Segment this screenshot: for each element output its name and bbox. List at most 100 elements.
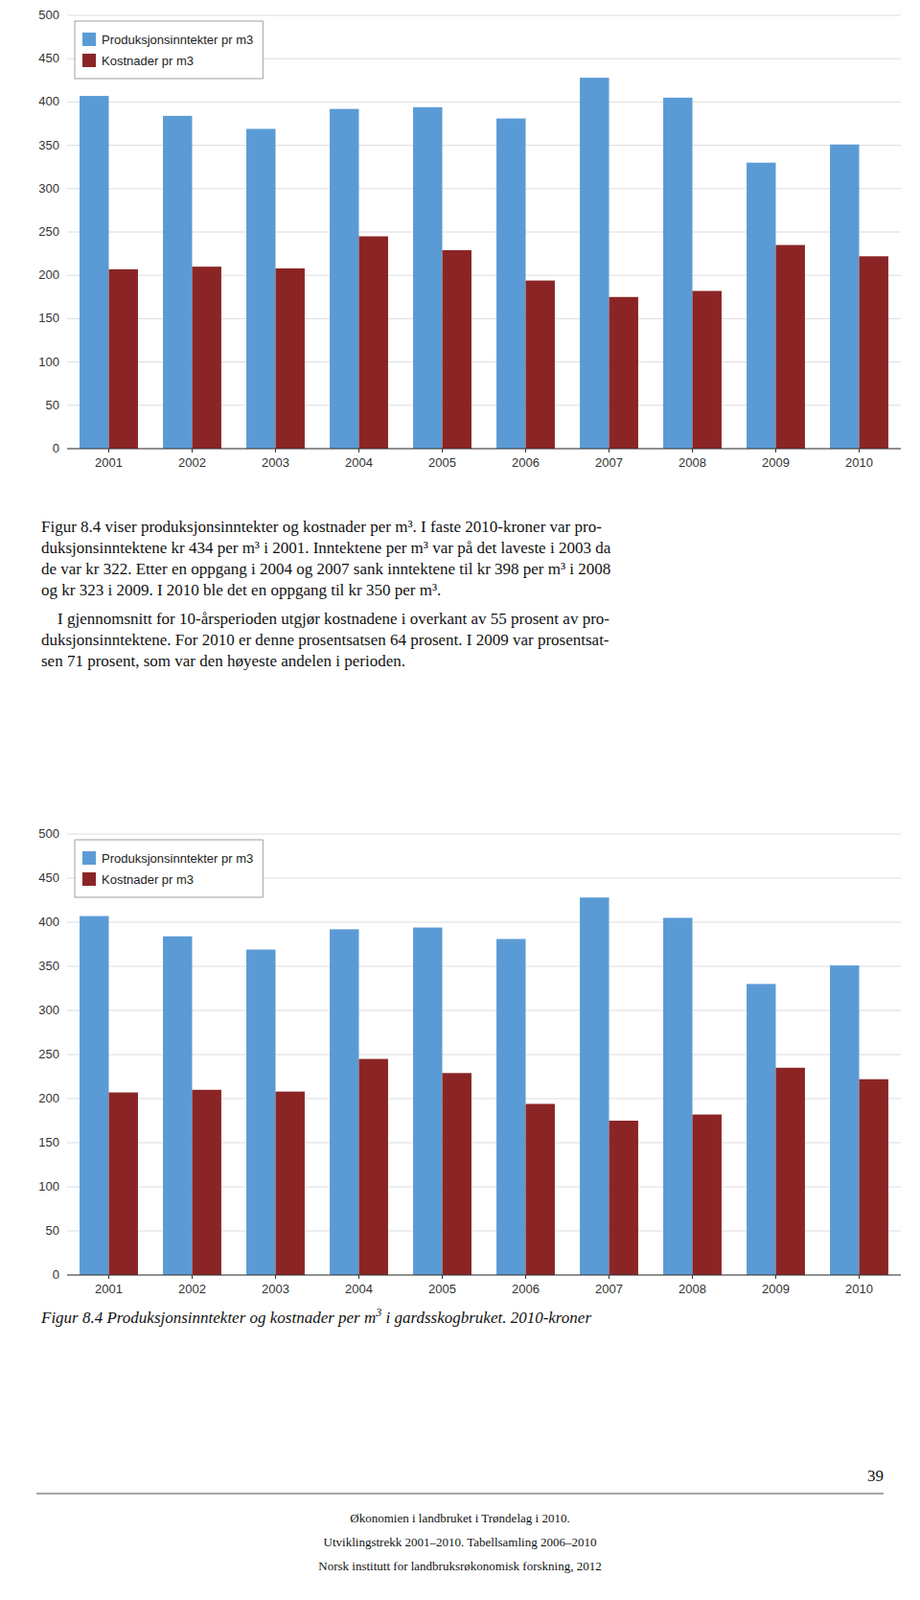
y-tick-label: 400 bbox=[38, 93, 60, 109]
bar bbox=[246, 949, 276, 1275]
y-tick-label: 400 bbox=[38, 914, 60, 929]
footer-text: Økonomien i landbruket i Trøndelag i 201… bbox=[349, 1510, 570, 1525]
legend-label: Kostnader pr m3 bbox=[101, 872, 194, 887]
legend-swatch bbox=[82, 32, 96, 46]
legend-frame bbox=[74, 839, 263, 897]
bar bbox=[192, 266, 222, 449]
x-tick bbox=[441, 1274, 443, 1279]
x-tick-label: 2009 bbox=[761, 1281, 790, 1296]
y-tick-label: 0 bbox=[52, 440, 60, 456]
bar bbox=[329, 928, 359, 1275]
x-tick bbox=[691, 1274, 693, 1279]
bar bbox=[579, 77, 609, 449]
y-tick-label: 450 bbox=[38, 50, 60, 66]
x-tick-label: 2007 bbox=[595, 1281, 623, 1296]
x-tick bbox=[775, 448, 777, 453]
legend-label: Produksjonsinntekter pr m3 bbox=[101, 851, 253, 866]
legend-swatch bbox=[82, 53, 96, 68]
x-tick-label: 2006 bbox=[511, 455, 540, 470]
bar bbox=[496, 118, 526, 449]
x-tick bbox=[191, 1274, 193, 1279]
y-tick-label: 150 bbox=[38, 1134, 60, 1150]
y-tick-label: 100 bbox=[38, 1178, 60, 1194]
body-text: duksjonsinntektene kr 434 per m³ i 2001.… bbox=[41, 538, 612, 557]
x-tick-label: 2006 bbox=[511, 1281, 540, 1296]
y-tick-label: 50 bbox=[46, 1222, 60, 1238]
bar bbox=[663, 917, 692, 1275]
bar bbox=[413, 927, 442, 1275]
x-tick bbox=[525, 448, 527, 453]
bar bbox=[692, 290, 722, 449]
y-tick-label: 300 bbox=[38, 1002, 60, 1017]
x-tick bbox=[775, 1274, 777, 1279]
y-tick-label: 0 bbox=[52, 1266, 60, 1282]
caption-text: i gardsskogbruket. 2010-kroner bbox=[381, 1308, 592, 1327]
y-tick-label: 200 bbox=[38, 267, 60, 282]
x-tick-label: 2002 bbox=[178, 1281, 207, 1296]
x-tick bbox=[108, 1274, 110, 1279]
x-tick bbox=[608, 448, 610, 453]
y-tick-label: 500 bbox=[38, 7, 60, 23]
bar bbox=[276, 1091, 305, 1275]
legend-swatch bbox=[82, 872, 96, 886]
y-tick-label: 450 bbox=[38, 870, 60, 885]
bars bbox=[79, 77, 889, 449]
bar bbox=[579, 897, 609, 1275]
grid-line bbox=[67, 101, 901, 103]
body-text: og kr 323 i 2009. I 2010 ble det en oppg… bbox=[41, 580, 441, 599]
x-tick-label: 2001 bbox=[94, 1281, 123, 1296]
bar bbox=[359, 236, 389, 449]
y-tick-label: 500 bbox=[38, 826, 60, 841]
y-tick-label: 100 bbox=[38, 354, 60, 369]
bar bbox=[162, 936, 192, 1275]
x-tick-label: 2010 bbox=[845, 1281, 874, 1296]
bar bbox=[359, 1058, 389, 1275]
x-tick bbox=[108, 448, 110, 453]
body-text: sen 71 prosent, som var den høyeste ande… bbox=[41, 651, 406, 670]
y-tick-label: 350 bbox=[38, 958, 60, 973]
x-tick-label: 2010 bbox=[845, 455, 874, 470]
x-tick bbox=[358, 1274, 360, 1279]
bar bbox=[109, 269, 138, 449]
body-text: de var kr 322. Etter en oppgang i 2004 o… bbox=[41, 559, 611, 578]
bar bbox=[829, 965, 859, 1275]
bar bbox=[276, 268, 305, 449]
bar bbox=[442, 250, 472, 449]
bar bbox=[663, 97, 692, 449]
bar bbox=[109, 1092, 138, 1275]
bar bbox=[526, 280, 555, 449]
bar bbox=[329, 109, 359, 449]
x-tick-label: 2009 bbox=[761, 455, 790, 470]
legend: Produksjonsinntekter pr m3Kostnader pr m… bbox=[74, 21, 263, 79]
x-tick-label: 2008 bbox=[678, 455, 707, 470]
y-tick-label: 50 bbox=[46, 397, 60, 413]
caption-text: Figur 8.4 Produksjonsinntekter og kostna… bbox=[40, 1308, 376, 1327]
legend: Produksjonsinntekter pr m3 Kostnader pr m… bbox=[74, 839, 263, 897]
x-tick-label: 2003 bbox=[261, 1281, 290, 1296]
x-tick-label: 2001 bbox=[94, 455, 123, 470]
y-tick-label: 250 bbox=[38, 1046, 60, 1061]
bar bbox=[746, 162, 776, 449]
bar bbox=[692, 1114, 722, 1275]
x-tick-label: 2007 bbox=[595, 455, 623, 470]
bar bbox=[829, 144, 859, 449]
y-tick-label: 300 bbox=[38, 181, 60, 196]
bar bbox=[79, 95, 109, 449]
bar bbox=[162, 115, 192, 449]
bar bbox=[442, 1072, 472, 1275]
page: 0501001502002503003504004505002001200220… bbox=[0, 0, 920, 1600]
chart: 0501001502002503003504004505002001200220… bbox=[38, 7, 901, 470]
page-number: 39 bbox=[867, 1466, 884, 1485]
x-tick-label: 2005 bbox=[428, 1281, 457, 1296]
footer-text: Norsk institutt for landbruksrøkonomisk … bbox=[318, 1558, 601, 1573]
bar bbox=[526, 1104, 555, 1275]
body-text: I gjennomsnitt for 10-årsperioden utgjør… bbox=[41, 609, 610, 628]
bar bbox=[746, 983, 776, 1275]
bar bbox=[246, 128, 276, 449]
x-tick-label: 2004 bbox=[345, 1281, 373, 1296]
footer-rule bbox=[36, 1493, 884, 1495]
bar bbox=[609, 297, 639, 449]
y-tick-label: 150 bbox=[38, 310, 60, 325]
bar bbox=[413, 107, 442, 449]
bar bbox=[496, 938, 526, 1275]
